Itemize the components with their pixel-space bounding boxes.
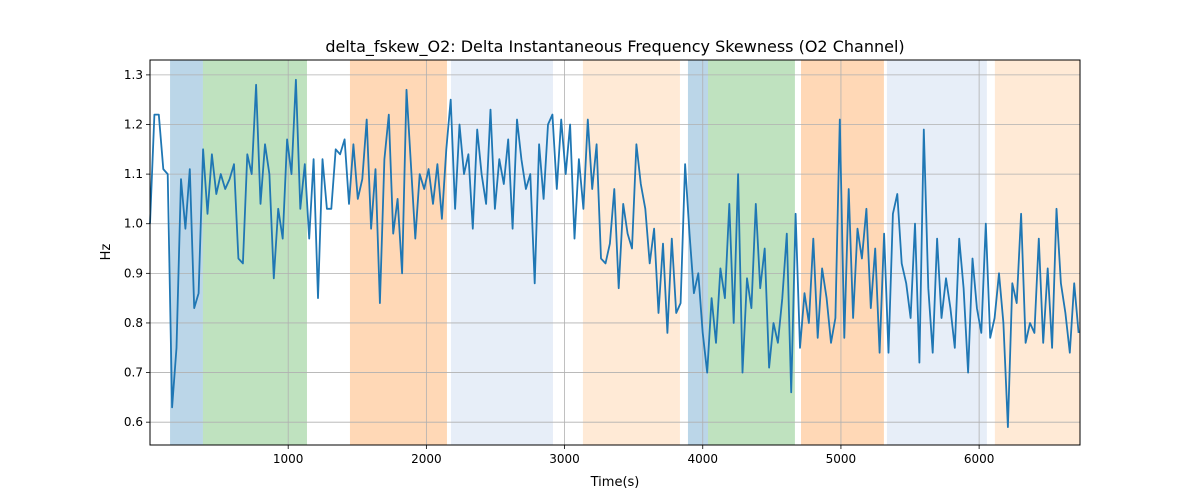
shaded-span xyxy=(582,60,680,445)
shaded-span xyxy=(708,60,795,445)
x-axis-label: Time(s) xyxy=(590,475,640,490)
y-tick-label: 0.6 xyxy=(124,415,143,429)
x-tick-label: 3000 xyxy=(549,452,580,466)
y-tick-label: 1.0 xyxy=(124,217,143,231)
y-tick-label: 0.9 xyxy=(124,266,143,280)
chart-title: delta_fskew_O2: Delta Instantaneous Freq… xyxy=(325,37,904,57)
y-tick-label: 1.1 xyxy=(124,167,143,181)
y-axis-label: Hz xyxy=(99,244,114,261)
x-tick-label: 1000 xyxy=(273,452,304,466)
x-tick-label: 6000 xyxy=(964,452,995,466)
series xyxy=(149,78,1080,429)
ticks: 1000 2000 3000 4000 5000 6000 0.6 0.7 0.8 0.9 1.0 1… xyxy=(124,68,994,466)
shaded-span xyxy=(170,60,203,445)
x-tick-label: 4000 xyxy=(687,452,718,466)
y-tick-label: 0.7 xyxy=(124,366,143,380)
y-tick-label: 0.8 xyxy=(124,316,143,330)
spans xyxy=(170,60,1080,445)
x-tick-label: 2000 xyxy=(411,452,442,466)
y-tick-label: 1.2 xyxy=(124,117,143,131)
axes-frame xyxy=(149,59,1081,446)
shaded-span xyxy=(349,60,447,445)
grid xyxy=(150,60,1080,445)
series-line xyxy=(149,78,1080,429)
x-tick-label: 5000 xyxy=(826,452,857,466)
y-tick-label: 1.3 xyxy=(124,68,143,82)
shaded-span xyxy=(450,60,553,445)
